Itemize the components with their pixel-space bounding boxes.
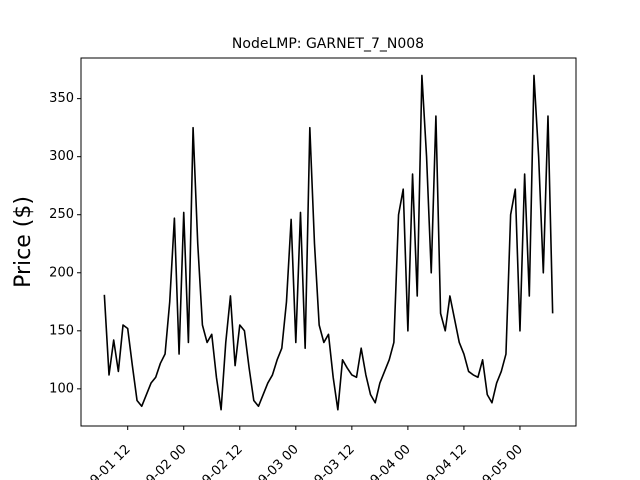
price-line xyxy=(103,74,554,411)
y-tick-label: 250 xyxy=(49,207,74,222)
y-tick-label: 150 xyxy=(49,323,74,338)
y-axis-label: Price ($) xyxy=(11,196,36,288)
chart-title: NodeLMP: GARNET_7_N008 xyxy=(232,36,424,52)
y-tick-label: 200 xyxy=(49,265,74,280)
y-tick-label: 100 xyxy=(49,381,74,396)
plot-frame xyxy=(80,57,577,427)
y-tick-label: 300 xyxy=(49,149,74,164)
y-tick-label: 350 xyxy=(49,91,74,106)
